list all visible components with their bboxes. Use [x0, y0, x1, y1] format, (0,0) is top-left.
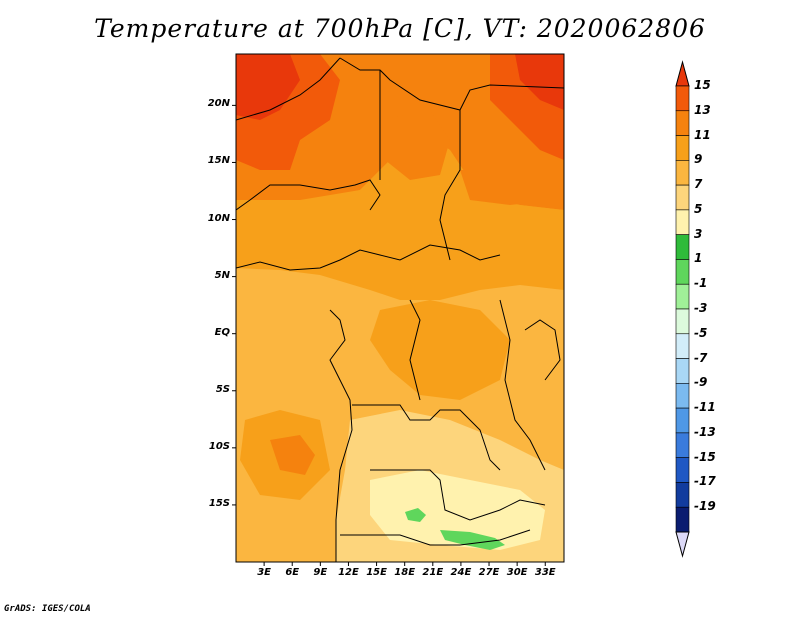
colorbar-label: -5	[694, 325, 708, 340]
colorbar-segment	[675, 432, 690, 458]
lat-tick-label: 10N	[207, 212, 230, 224]
lat-tick-label: 5N	[214, 269, 230, 281]
lon-tick-label: 12E	[338, 567, 359, 578]
contour-11-patch-2	[460, 170, 560, 205]
temperature-field	[236, 54, 564, 562]
colorbar-label: 13	[694, 102, 711, 117]
contour-11-atlantic	[270, 435, 315, 475]
country-borders	[236, 57, 564, 562]
colorbar-segment	[675, 333, 690, 359]
colorbar-segment	[675, 135, 690, 161]
colorbar-label: 11	[694, 127, 711, 142]
colorbar-segment	[675, 209, 690, 235]
lon-tick-label: 3E	[257, 567, 271, 578]
colorbar-label: 9	[694, 152, 703, 167]
colorbar-segment	[675, 259, 690, 285]
contour-9-central	[236, 130, 564, 300]
colorbar-segment	[675, 234, 690, 260]
colorbar-segment	[675, 506, 690, 533]
colorbar-segment	[675, 85, 690, 112]
colorbar-segment	[675, 160, 690, 186]
lon-tick-label: 27E	[478, 567, 500, 578]
colorbar-segment	[675, 482, 690, 508]
lat-tick-label: 10S	[208, 440, 230, 452]
lon-tick-label: 30E	[506, 567, 528, 578]
colorbar-label: 3	[694, 226, 703, 241]
colorbar-segment	[675, 383, 690, 409]
contour-15-northeast	[515, 54, 564, 110]
lon-tick-label: 15E	[366, 567, 387, 578]
colorbar-label: -19	[694, 499, 716, 514]
colorbar-label: -1	[694, 276, 708, 291]
lon-tick-label: 33E	[534, 567, 556, 578]
footer-credit: GrADS: IGES/COLA	[4, 604, 91, 614]
contour-11-patch-1	[380, 110, 450, 180]
colorbar-label: -15	[694, 449, 716, 464]
colorbar-label: -7	[694, 350, 708, 365]
lat-tick-label: 5S	[215, 383, 230, 395]
chart-title: Temperature at 700hPa [C], VT: 202006280…	[94, 14, 706, 43]
colorbar	[675, 60, 690, 558]
lat-tick-label: 15S	[208, 497, 230, 509]
colorbar-segment	[675, 457, 690, 483]
lon-tick-label: 18E	[394, 567, 416, 578]
colorbar-label: -3	[694, 301, 708, 315]
contour-3-south	[370, 470, 545, 550]
colorbar-label: -13	[694, 424, 716, 439]
colorbar-segment	[675, 407, 690, 434]
lon-tick-label: 9E	[313, 567, 328, 578]
contour-9-congo	[370, 300, 510, 400]
colorbar-top-triangle	[675, 60, 690, 87]
lat-tick-label: EQ	[214, 326, 230, 338]
contour-1-patch-2	[440, 530, 505, 550]
colorbar-label: -17	[694, 474, 716, 489]
colorbar-segment	[675, 308, 690, 335]
colorbar-label: 5	[694, 201, 703, 216]
colorbar-label: 1	[694, 251, 703, 266]
axis-ticks	[232, 104, 546, 566]
colorbar-label: 15	[694, 78, 711, 92]
lon-tick-label: 6E	[285, 567, 300, 578]
colorbar-label: 7	[694, 177, 703, 192]
colorbar-label: -11	[694, 400, 716, 415]
lon-tick-label: 24E	[450, 567, 472, 578]
contour-1-patch-1	[405, 508, 426, 522]
colorbar-segment	[675, 110, 690, 136]
lat-tick-label: 20N	[207, 98, 230, 110]
map-frame	[235, 53, 565, 563]
colorbar-label: -9	[694, 375, 708, 390]
colorbar-segment	[675, 184, 690, 211]
colorbar-bottom-triangle	[675, 531, 690, 558]
lat-tick-label: 15N	[207, 155, 230, 167]
lon-tick-label: 21E	[422, 567, 444, 578]
colorbar-segment	[675, 283, 690, 310]
colorbar-segment	[675, 358, 690, 384]
